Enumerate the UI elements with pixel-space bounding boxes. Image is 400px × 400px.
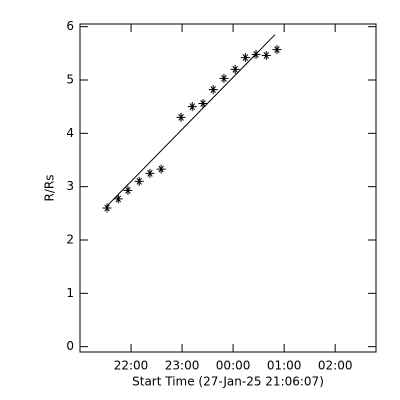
x-axis-label: Start Time (27-Jan-25 21:06:07) (132, 375, 324, 389)
data-point (156, 164, 166, 174)
fit-line (105, 34, 276, 208)
data-point (219, 73, 229, 83)
plot-frame (79, 23, 377, 353)
data-point (113, 194, 123, 204)
data-point (272, 45, 282, 55)
y-tick-label: 4 (66, 126, 74, 140)
x-tick-label: 23:00 (165, 359, 200, 373)
data-point (176, 112, 186, 122)
data-point (123, 185, 133, 195)
y-tick-label: 0 (66, 339, 74, 353)
data-point (230, 64, 240, 74)
y-tick-label: 3 (66, 179, 74, 193)
y-tick-label: 6 (66, 19, 74, 33)
x-tick-label: 02:00 (318, 359, 353, 373)
y-tick-label: 1 (66, 286, 74, 300)
y-tick-label: 5 (66, 73, 74, 87)
data-point (134, 176, 144, 186)
data-point (102, 203, 112, 213)
data-point (208, 85, 218, 95)
x-tick-label: 01:00 (267, 359, 302, 373)
data-point (261, 50, 271, 60)
x-tick-label: 22:00 (114, 359, 149, 373)
data-point (187, 102, 197, 112)
data-point (145, 168, 155, 178)
data-point (240, 53, 250, 63)
y-tick-label: 2 (66, 233, 74, 247)
data-point (198, 98, 208, 108)
x-tick-label: 00:00 (216, 359, 251, 373)
y-axis-label: R/Rs (43, 175, 57, 202)
